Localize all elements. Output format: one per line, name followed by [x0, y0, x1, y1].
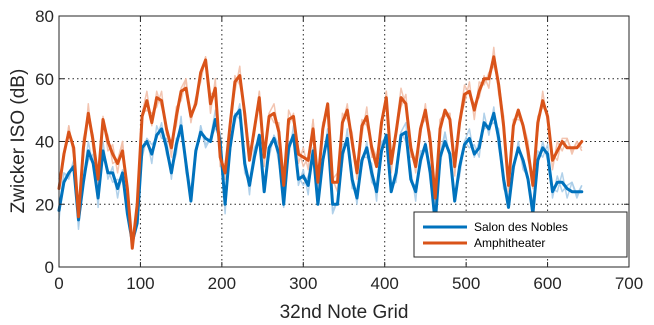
x-tick-label: 100 — [126, 274, 154, 293]
y-tick-label: 60 — [35, 70, 54, 89]
y-tick-label: 0 — [45, 258, 54, 277]
x-tick-label: 500 — [452, 274, 480, 293]
legend-label-salon: Salon des Nobles — [474, 220, 568, 234]
series-line-amphitheater — [57, 55, 584, 250]
legend: Salon des Nobles Amphitheater — [413, 211, 628, 258]
x-tick-label: 0 — [54, 274, 63, 293]
series-line-salon-des-nobles — [57, 108, 584, 244]
x-tick-label: 200 — [208, 274, 236, 293]
axis-ticks: 0 100 200 300 400 500 600 700 0 20 40 60 80 — [35, 7, 643, 293]
y-axis-label: Zwicker ISO (dB) — [8, 69, 29, 214]
series-lines — [57, 55, 584, 250]
x-axis-label: 32nd Note Grid — [280, 302, 409, 323]
legend-label-amphitheater: Amphitheater — [474, 236, 545, 250]
y-tick-label: 20 — [35, 195, 54, 214]
legend-box — [413, 211, 628, 258]
y-tick-label: 80 — [35, 7, 54, 26]
x-tick-label: 600 — [533, 274, 561, 293]
x-tick-label: 300 — [289, 274, 317, 293]
y-tick-label: 40 — [35, 133, 54, 152]
x-tick-label: 400 — [371, 274, 399, 293]
x-tick-label: 700 — [615, 274, 643, 293]
